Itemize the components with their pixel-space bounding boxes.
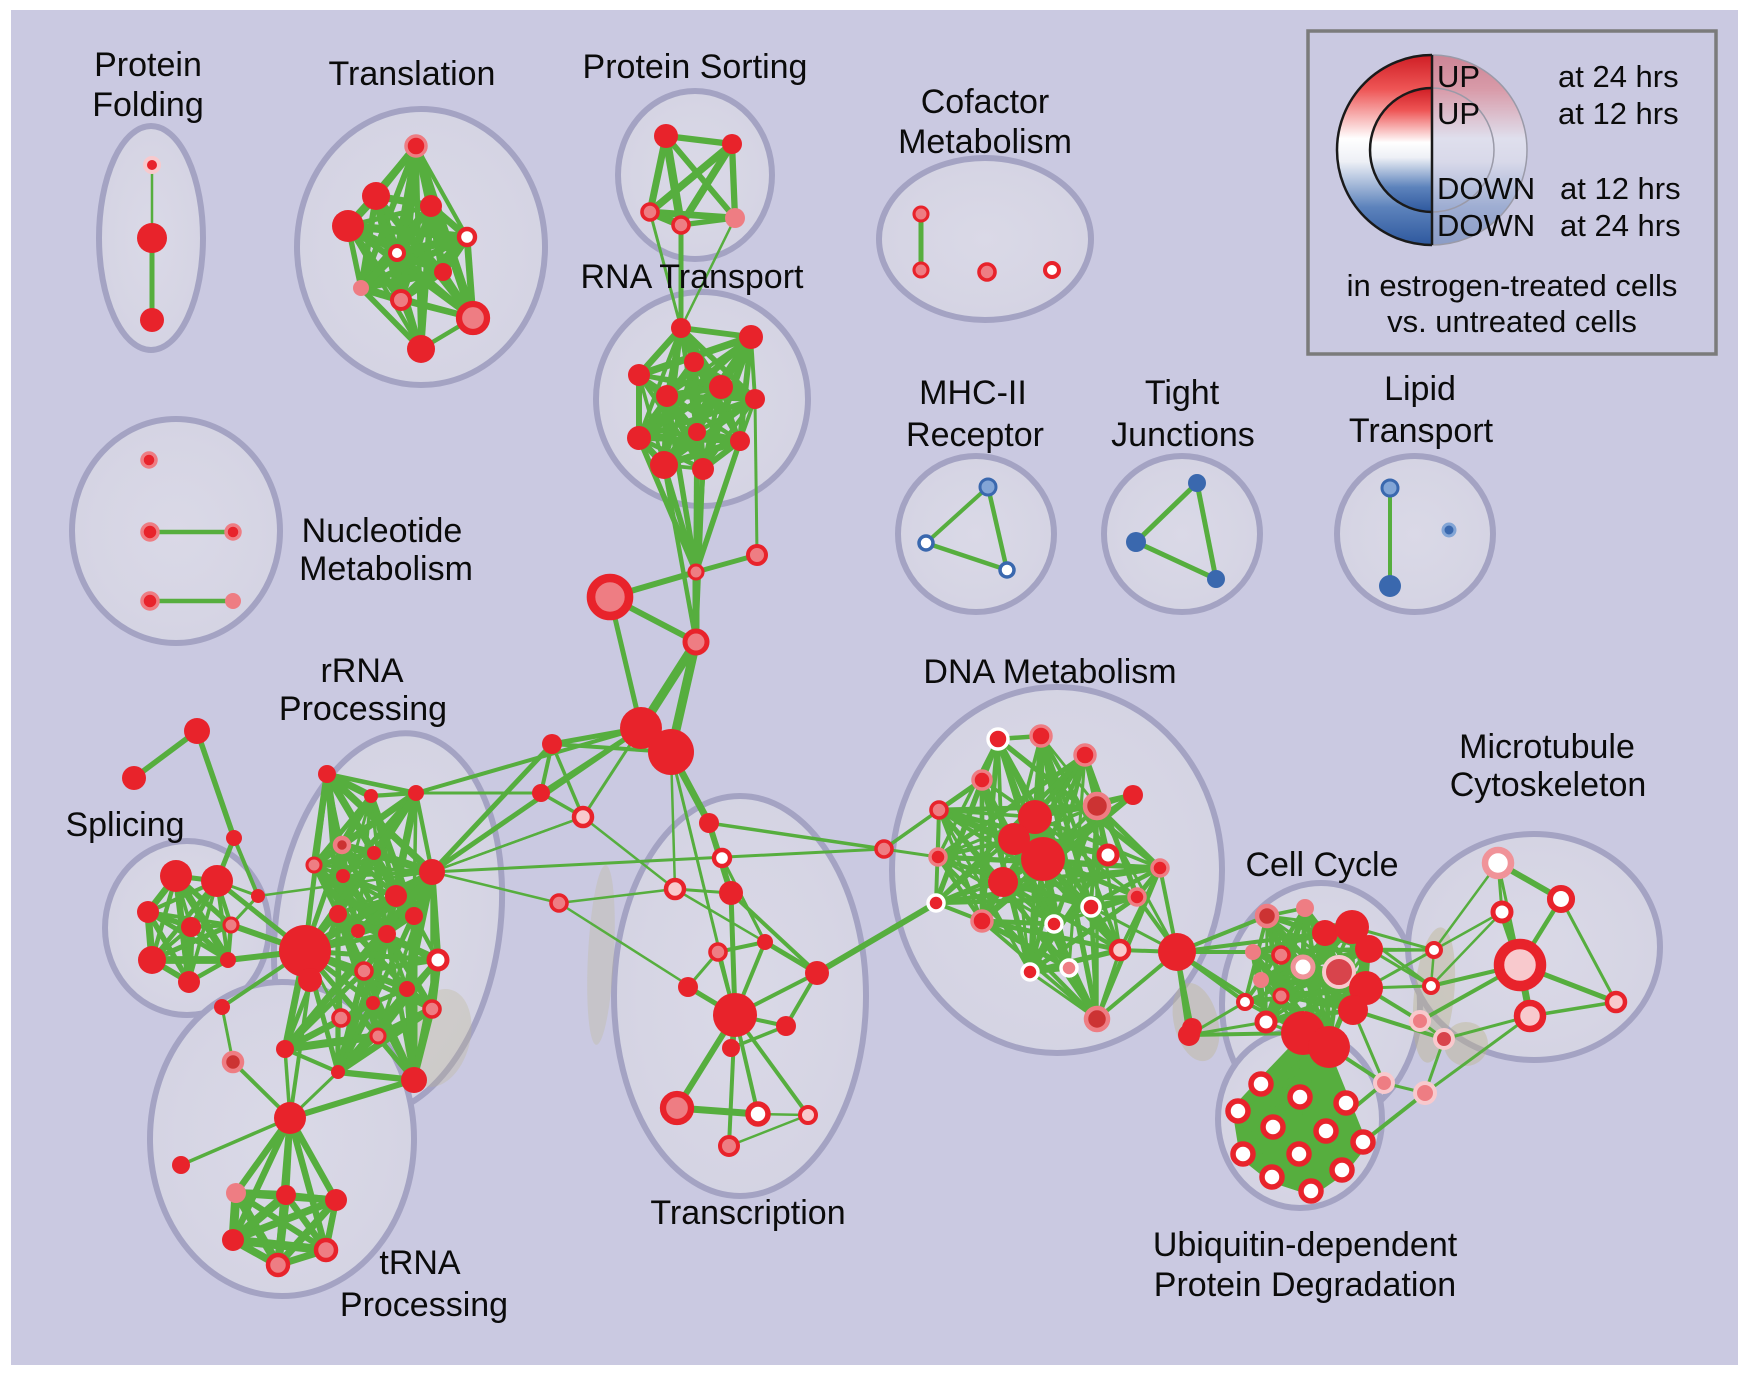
svg-text:Receptor: Receptor [906, 416, 1044, 454]
svg-text:Splicing: Splicing [65, 806, 184, 844]
svg-text:Metabolism: Metabolism [299, 550, 473, 588]
svg-text:Ubiquitin-dependent: Ubiquitin-dependent [1153, 1226, 1458, 1264]
svg-text:Protein Sorting: Protein Sorting [583, 48, 808, 86]
svg-text:Cell Cycle: Cell Cycle [1245, 846, 1398, 884]
svg-text:DOWN: DOWN [1437, 208, 1535, 243]
svg-text:in estrogen-treated cells: in estrogen-treated cells [1347, 268, 1678, 303]
svg-text:Lipid: Lipid [1384, 370, 1456, 408]
svg-text:Cytoskeleton: Cytoskeleton [1450, 766, 1647, 804]
svg-text:Processing: Processing [279, 690, 447, 728]
svg-text:Transcription: Transcription [650, 1194, 845, 1232]
svg-text:Tight: Tight [1145, 374, 1220, 412]
svg-text:Nucleotide: Nucleotide [302, 512, 463, 550]
svg-text:MHC-II: MHC-II [919, 374, 1027, 412]
svg-text:UP: UP [1437, 96, 1480, 131]
svg-text:at 24 hrs: at 24 hrs [1560, 208, 1681, 243]
svg-text:Cofactor: Cofactor [921, 83, 1050, 121]
svg-text:UP: UP [1437, 59, 1480, 94]
svg-text:Protein: Protein [94, 46, 202, 84]
svg-text:at 12 hrs: at 12 hrs [1560, 171, 1681, 206]
svg-text:vs. untreated cells: vs. untreated cells [1387, 304, 1637, 339]
svg-text:Folding: Folding [92, 86, 204, 124]
svg-text:Junctions: Junctions [1111, 416, 1255, 454]
svg-text:Processing: Processing [340, 1286, 508, 1324]
svg-text:at 24 hrs: at 24 hrs [1558, 59, 1679, 94]
svg-text:at 12 hrs: at 12 hrs [1558, 96, 1679, 131]
svg-text:Protein Degradation: Protein Degradation [1154, 1266, 1456, 1304]
svg-text:tRNA: tRNA [379, 1244, 461, 1282]
svg-text:Metabolism: Metabolism [898, 123, 1072, 161]
svg-text:DOWN: DOWN [1437, 171, 1535, 206]
svg-text:DNA Metabolism: DNA Metabolism [923, 653, 1176, 691]
svg-text:Microtubule: Microtubule [1459, 728, 1635, 766]
svg-text:RNA Transport: RNA Transport [581, 258, 805, 296]
svg-text:Translation: Translation [329, 55, 496, 93]
svg-text:rRNA: rRNA [320, 652, 403, 690]
svg-text:Transport: Transport [1349, 412, 1494, 450]
